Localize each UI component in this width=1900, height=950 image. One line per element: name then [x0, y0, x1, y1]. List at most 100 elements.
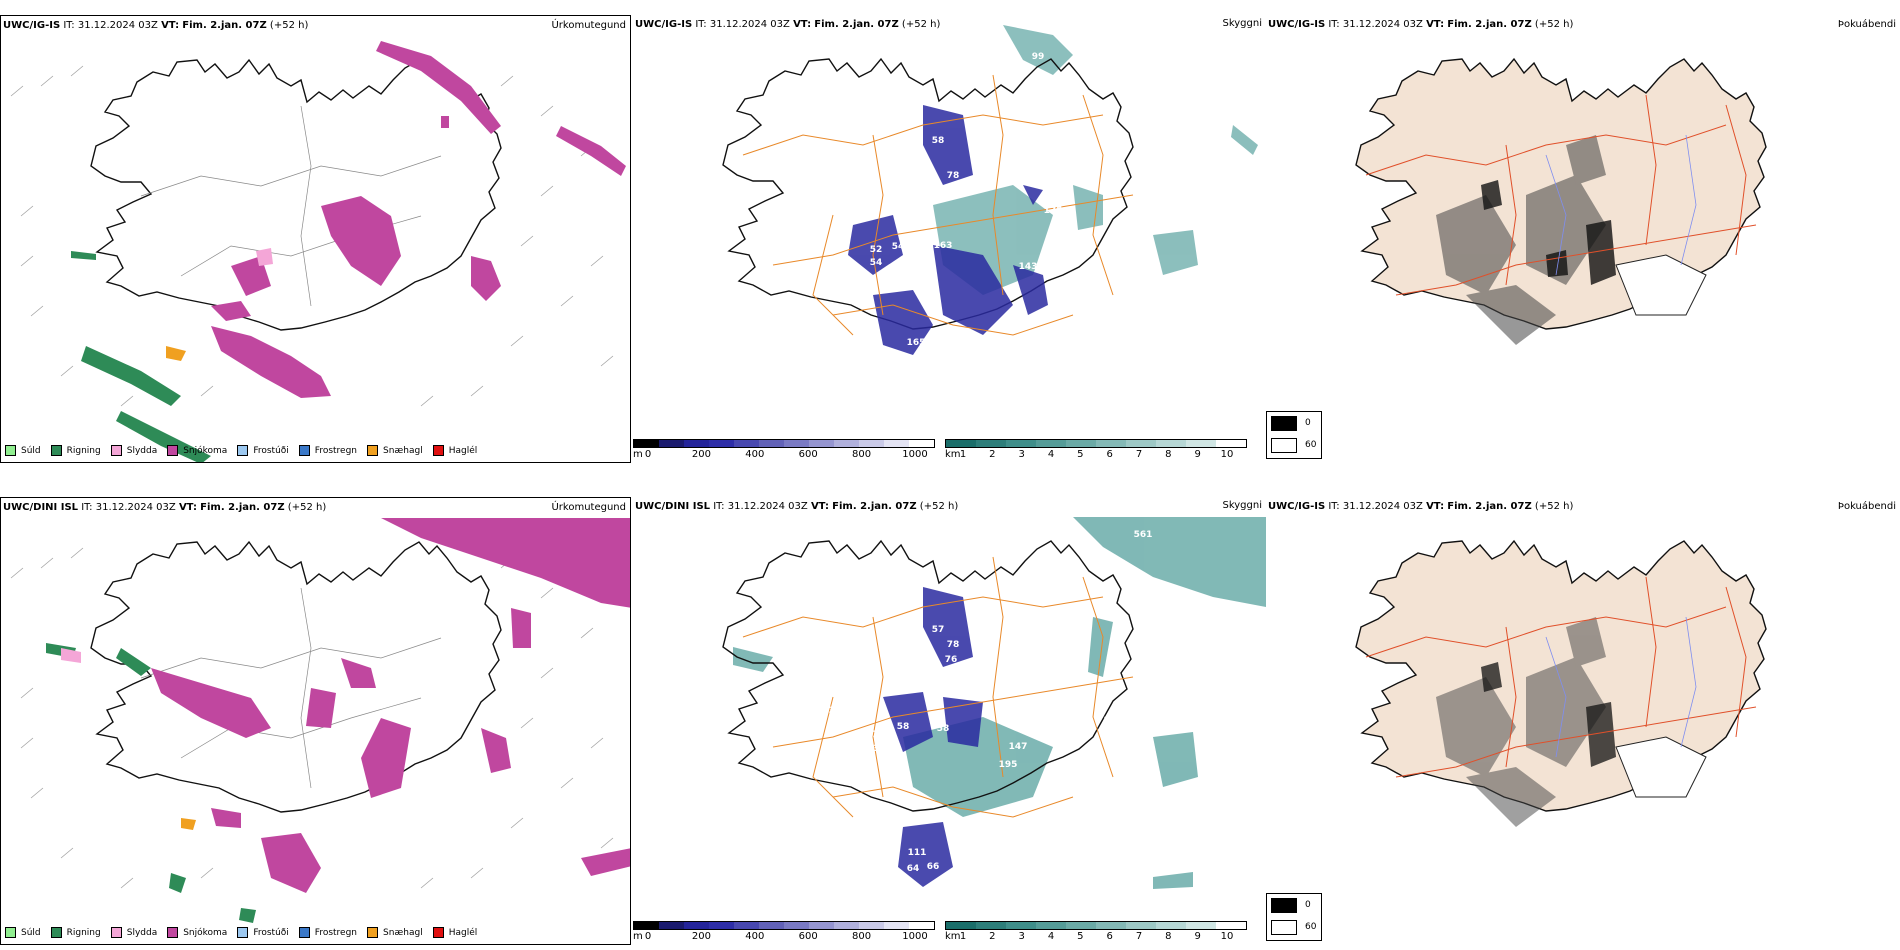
- panel-title: UWC/DINI ISL IT: 31.12.2024 03Z VT: Fim.…: [3, 502, 327, 513]
- colorbar-tick-label: 7: [1135, 931, 1143, 942]
- colorbar-tick-label: 0: [644, 449, 652, 460]
- precip-legend-item: Snæhagl: [367, 445, 423, 456]
- precip-legend-item: Snæhagl: [367, 927, 423, 938]
- precip-legend-item: Slydda: [110, 445, 158, 456]
- colorbar-tick-label: 7: [1135, 449, 1143, 460]
- colorbar-cell: [859, 922, 884, 929]
- precip-legend-swatch: [237, 927, 249, 938]
- precip-legend-label: Snjókoma: [183, 445, 228, 456]
- colorbar-cell: [634, 440, 659, 447]
- colorbar-tick-label: 9: [1194, 449, 1201, 460]
- precip-legend-label: Snæhagl: [383, 445, 423, 456]
- colorbar-tick-label: 3: [1018, 449, 1025, 460]
- precip-type-map: [10, 518, 630, 923]
- precip-type-map: [10, 41, 626, 462]
- precip-legend-item: Súld: [5, 927, 41, 938]
- precip-legend-swatch: [5, 927, 16, 938]
- precip-legend-swatch: [237, 445, 249, 456]
- precip-legend-label: Slydda: [126, 445, 158, 456]
- colorbar-cell: [1006, 440, 1036, 447]
- ceiling-label: 57: [932, 625, 945, 635]
- visibility-colorbar: km 1 2 3 4 5 6 7 8 9 10: [945, 439, 1265, 463]
- ceiling-label: 58: [897, 722, 910, 732]
- precip-legend-label: Frostúði: [253, 445, 289, 456]
- precip-legend-swatch: [5, 445, 16, 456]
- visibility-colorbar-strip: [945, 439, 1247, 448]
- colorbar-tick-label: 600: [798, 449, 818, 460]
- colorbar-tick-label: 800: [852, 449, 872, 460]
- colorbar-tick-label: 200: [691, 449, 711, 460]
- colorbar-cell: [946, 922, 976, 929]
- colorbar-cell: [909, 922, 934, 929]
- precip-legend-item: Frostregn: [298, 927, 357, 938]
- precip-legend-swatch: [110, 445, 122, 456]
- colorbar-cell: [834, 922, 859, 929]
- colorbar-cell: [1126, 922, 1156, 929]
- colorbar-tick-label: 9: [1194, 931, 1201, 942]
- ceiling-unit: m: [633, 449, 643, 460]
- colorbar-tick-label: 6: [1106, 449, 1113, 460]
- precip-legend-swatch: [367, 927, 379, 938]
- ceiling-label: 141: [1144, 626, 1163, 636]
- ceiling-label: 58: [932, 136, 945, 146]
- precip-legend-label: Slydda: [126, 927, 158, 938]
- ceiling-unit: m: [633, 931, 643, 942]
- precip-legend-item: Frostúði: [237, 927, 289, 938]
- visibility-panel-bottom: UWC/DINI ISL IT: 31.12.2024 03Z VT: Fim.…: [633, 497, 1266, 945]
- panel-type-label: Skyggni: [1222, 18, 1262, 29]
- ceiling-label: 64: [907, 864, 920, 874]
- fog-panel-top: UWC/IG-IS IT: 31.12.2024 03Z VT: Fim. 2.…: [1266, 15, 1900, 463]
- precip-legend-item: Snjókoma: [167, 927, 227, 938]
- fog-legend: 0 60: [1266, 411, 1322, 459]
- colorbar-cell: [659, 440, 684, 447]
- ceiling-label: 56: [907, 380, 920, 390]
- ceiling-colorbar: m 0 200 400 600 800 1000: [633, 921, 943, 945]
- panel-title: UWC/DINI ISL IT: 31.12.2024 03Z VT: Fim.…: [635, 501, 959, 512]
- colorbar-cell: [709, 922, 734, 929]
- colorbar-tick-label: 5: [1077, 931, 1084, 942]
- ceiling-label: 175: [1044, 206, 1063, 216]
- precip-legend-swatch: [432, 927, 444, 938]
- precip-type-panel-bottom: UWC/DINI ISL IT: 31.12.2024 03Z VT: Fim.…: [0, 497, 631, 945]
- precip-legend: Súld Rigning Slydda Snjókoma Frostúði Frostre…: [5, 445, 487, 456]
- fog-legend-high: 60: [1305, 922, 1317, 932]
- panel-title: UWC/IG-IS IT: 31.12.2024 03Z VT: Fim. 2.…: [3, 20, 309, 31]
- ceiling-label: 111: [908, 848, 927, 858]
- ceiling-label: 104: [914, 278, 933, 288]
- ceiling-label: 54: [870, 258, 883, 268]
- precip-legend-item: Súld: [5, 445, 41, 456]
- colorbar-cell: [1096, 440, 1126, 447]
- panel-type-label: Úrkomutegund: [551, 20, 626, 31]
- panel-type-label: Þokuábendi: [1837, 19, 1896, 30]
- colorbar-tick-label: 4: [1047, 931, 1055, 942]
- colorbar-cell: [659, 922, 684, 929]
- panel-type-label: Úrkomutegund: [551, 502, 626, 513]
- fog-map: [1355, 58, 1767, 345]
- ceiling-label: 58: [937, 724, 950, 734]
- fog-legend-low: 0: [1305, 900, 1311, 910]
- visibility-panel-top: UWC/IG-IS IT: 31.12.2024 03Z VT: Fim. 2.…: [633, 15, 1266, 463]
- panel-title: UWC/IG-IS IT: 31.12.2024 03Z VT: Fim. 2.…: [1268, 19, 1574, 30]
- precip-legend-label: Haglél: [448, 445, 478, 456]
- colorbar-cell: [1156, 922, 1186, 929]
- colorbar-cell: [809, 440, 834, 447]
- ceiling-label: 339: [829, 706, 848, 716]
- colorbar-tick-label: 600: [798, 931, 818, 942]
- ceiling-label: 78: [947, 171, 960, 181]
- precip-legend-item: Frostúði: [237, 445, 289, 456]
- ceiling-label: 99: [1032, 52, 1045, 62]
- ceiling-label: 195: [999, 760, 1018, 770]
- precip-legend-label: Súld: [21, 927, 41, 938]
- colorbar-cell: [834, 440, 859, 447]
- colorbar-tick-label: 1: [959, 449, 967, 460]
- colorbar-cell: [884, 922, 909, 929]
- colorbar-cell: [1156, 440, 1186, 447]
- colorbar-cell: [884, 440, 909, 447]
- ceiling-colorbar: m 0 200 400 600 800 1000: [633, 439, 943, 463]
- ceiling-label: 143: [1019, 262, 1038, 272]
- ceiling-label: 78: [947, 640, 960, 650]
- ceiling-label: 340: [934, 352, 953, 362]
- panel-type-label: Skyggni: [1222, 500, 1262, 511]
